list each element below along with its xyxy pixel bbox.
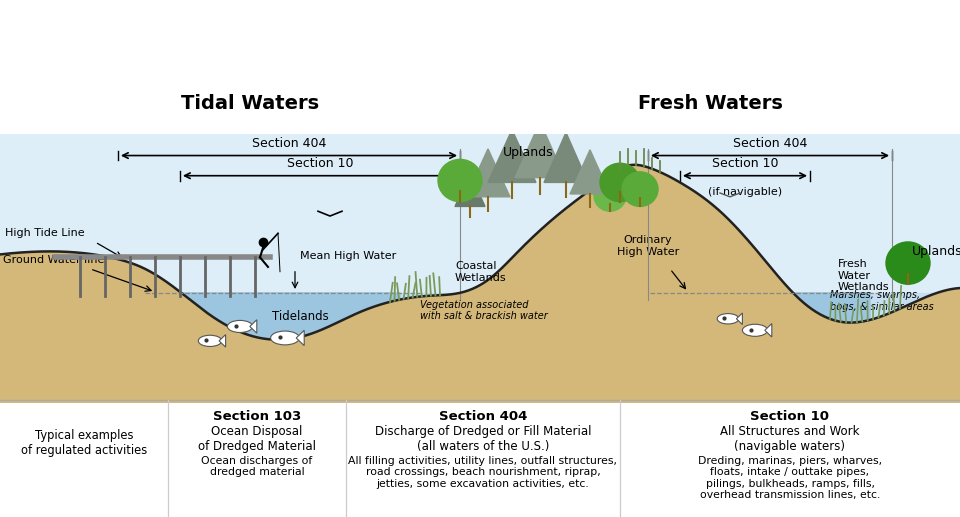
Polygon shape <box>488 130 536 183</box>
Polygon shape <box>297 330 304 346</box>
Text: Section 404: Section 404 <box>252 137 326 150</box>
Text: Fresh
Water
Wetlands: Fresh Water Wetlands <box>838 259 890 293</box>
Circle shape <box>594 180 626 211</box>
Text: Fresh Waters: Fresh Waters <box>638 94 782 113</box>
Text: Tidal Waters: Tidal Waters <box>180 94 319 113</box>
Circle shape <box>438 159 482 202</box>
Text: All Structures and Work
(navigable waters): All Structures and Work (navigable water… <box>720 425 860 453</box>
Text: High Tide Line: High Tide Line <box>5 228 84 238</box>
Ellipse shape <box>199 335 222 346</box>
Text: Section 103: Section 103 <box>213 410 301 423</box>
Text: Uplands: Uplands <box>912 245 960 258</box>
Text: Section 10: Section 10 <box>751 410 829 423</box>
Text: Coastal
Wetlands: Coastal Wetlands <box>455 261 507 283</box>
Polygon shape <box>181 293 400 340</box>
Bar <box>0 293 960 403</box>
Text: Mean High Water: Mean High Water <box>300 251 396 261</box>
Polygon shape <box>736 313 742 325</box>
Text: Discharge of Dredged or Fill Material
(all waters of the U.S.): Discharge of Dredged or Fill Material (a… <box>374 425 591 453</box>
Text: (if navigable): (if navigable) <box>708 187 782 197</box>
Text: Uplands: Uplands <box>503 146 553 159</box>
Ellipse shape <box>717 314 739 324</box>
Polygon shape <box>793 293 870 323</box>
Text: Ocean discharges of
dredged material: Ocean discharges of dredged material <box>202 455 313 477</box>
Ellipse shape <box>271 331 300 345</box>
Text: Marshes, swamps,
bogs, & similar areas: Marshes, swamps, bogs, & similar areas <box>830 290 934 312</box>
Ellipse shape <box>742 324 768 337</box>
Polygon shape <box>0 165 960 403</box>
Text: Ground Water line: Ground Water line <box>3 255 105 265</box>
Text: Section 10: Section 10 <box>287 157 353 170</box>
Text: Section 10: Section 10 <box>711 157 779 170</box>
Text: Tidelands: Tidelands <box>272 310 328 323</box>
Text: Ordinary
High Water: Ordinary High Water <box>617 235 679 257</box>
Polygon shape <box>570 150 610 194</box>
Circle shape <box>886 242 930 284</box>
Polygon shape <box>455 173 485 206</box>
Polygon shape <box>515 122 565 178</box>
Circle shape <box>622 172 658 206</box>
Text: Ocean Disposal
of Dredged Material: Ocean Disposal of Dredged Material <box>198 425 316 453</box>
Text: All filling activities, utility lines, outfall structures,
road crossings, beach: All filling activities, utility lines, o… <box>348 455 617 489</box>
Polygon shape <box>765 324 772 337</box>
Polygon shape <box>544 132 588 183</box>
Text: Section 404: Section 404 <box>732 137 807 150</box>
Text: Section 404: Section 404 <box>439 410 527 423</box>
Polygon shape <box>250 320 257 333</box>
Ellipse shape <box>228 321 252 332</box>
Circle shape <box>600 163 640 202</box>
Polygon shape <box>466 149 510 197</box>
Text: Typical examples
of regulated activities: Typical examples of regulated activities <box>21 429 147 457</box>
Text: Dreding, marinas, piers, wharves,
floats, intake / outtake pipes,
pilings, bulkh: Dreding, marinas, piers, wharves, floats… <box>698 455 882 500</box>
Polygon shape <box>219 334 226 347</box>
Text: Vegetation associated
with salt & brackish water: Vegetation associated with salt & bracki… <box>420 299 548 321</box>
